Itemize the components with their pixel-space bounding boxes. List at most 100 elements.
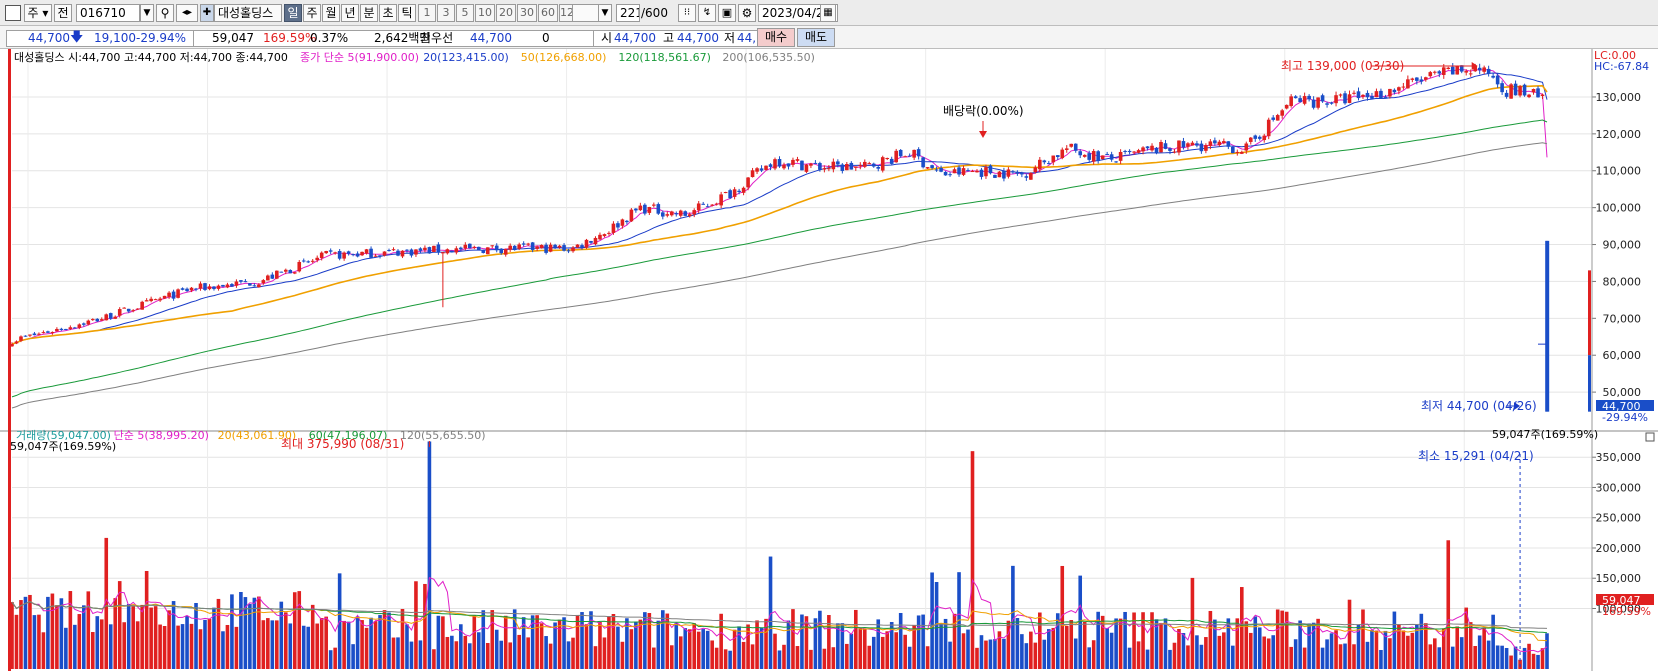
candle	[1518, 86, 1522, 96]
candle	[50, 331, 55, 333]
volume-bar	[212, 607, 216, 669]
chart-tools-icon[interactable]: ⁝⁝	[678, 4, 696, 22]
period-button-3[interactable]: 년	[341, 4, 359, 22]
volume-bar	[1392, 611, 1397, 669]
mode-button[interactable]: 전	[54, 4, 72, 22]
volume-bar	[786, 620, 791, 669]
volume-bar	[854, 609, 858, 669]
volume-bar	[1352, 644, 1356, 669]
search-icon[interactable]: ⚲	[156, 4, 174, 22]
interval-button-1[interactable]: 1	[418, 4, 436, 22]
candle	[1042, 160, 1047, 163]
period-button-0[interactable]: 일	[284, 4, 302, 22]
volume-bar	[122, 622, 127, 669]
window-menu-icon[interactable]	[5, 5, 21, 21]
candle	[414, 249, 418, 255]
candle	[773, 159, 777, 169]
candle	[652, 204, 656, 206]
candle	[696, 203, 701, 211]
candle	[126, 308, 131, 312]
stock-name-field[interactable]: 대성홀딩스	[214, 4, 282, 22]
volume-bar	[171, 601, 176, 669]
period-button-6[interactable]: 틱	[398, 4, 416, 22]
candle	[1495, 75, 1500, 85]
interval-button-30[interactable]: 30	[517, 4, 537, 22]
candle	[1172, 151, 1177, 153]
settings-gear-icon[interactable]: ⚙	[738, 4, 756, 22]
interval-button-10[interactable]: 10	[475, 4, 495, 22]
price-tick-label: 70,000	[1603, 312, 1642, 325]
candle	[10, 343, 14, 347]
candle	[782, 164, 786, 169]
volume-bar	[239, 591, 243, 669]
candle	[952, 169, 957, 174]
volume-bar	[1509, 655, 1513, 669]
interval-button-60[interactable]: 60	[538, 4, 558, 22]
volume-bar	[562, 617, 566, 669]
stock-code-input[interactable]: 016710	[76, 4, 140, 22]
panel-close-icon[interactable]	[1645, 432, 1655, 442]
candle	[979, 169, 984, 177]
volume-bar	[248, 603, 252, 669]
volume-bar	[1208, 610, 1213, 669]
interval-button-5[interactable]: 5	[456, 4, 474, 22]
calendar-icon[interactable]: ▦	[820, 4, 836, 22]
ex-dividend-arrow-head	[979, 131, 987, 138]
volume-bar	[1428, 644, 1433, 669]
volume-bar	[297, 591, 302, 669]
period-button-1[interactable]: 주	[303, 4, 321, 22]
volume-bar	[108, 624, 113, 669]
market-type-select[interactable]: 주 ▾	[24, 4, 52, 22]
volume-bar	[1217, 635, 1222, 669]
interval-dropdown-icon[interactable]: ▼	[598, 4, 612, 22]
candle	[1262, 135, 1267, 141]
candle	[306, 261, 311, 263]
period-button-4[interactable]: 분	[360, 4, 378, 22]
volume-bar	[782, 644, 786, 669]
volume-bar	[1051, 627, 1056, 669]
volume-bar	[714, 647, 719, 669]
volume-bar	[1235, 618, 1240, 669]
volume-bar	[261, 620, 266, 669]
candle	[216, 285, 221, 289]
period-button-5[interactable]: 초	[379, 4, 397, 22]
volume-bar	[1006, 620, 1011, 669]
volume-bar	[306, 626, 311, 669]
period-button-2[interactable]: 월	[322, 4, 340, 22]
candle	[795, 159, 800, 161]
save-icon[interactable]: ▣	[718, 4, 736, 22]
candle	[158, 298, 162, 301]
candle	[1531, 88, 1536, 93]
indicator-icon[interactable]: ↯	[698, 4, 716, 22]
volume-bar	[1046, 629, 1051, 669]
candle	[1199, 143, 1204, 152]
volume-bar	[728, 650, 732, 669]
volume-bar	[1307, 623, 1311, 669]
interval-button-20[interactable]: 20	[496, 4, 516, 22]
candle	[485, 247, 490, 255]
volume-bar	[266, 618, 270, 669]
sell-button[interactable]: 매도	[797, 28, 835, 47]
date-input[interactable]: 2023/04/26	[758, 4, 838, 22]
open-label: 시	[601, 31, 613, 45]
candle	[840, 164, 845, 171]
volume-bar	[373, 621, 378, 669]
volume-bar	[131, 606, 135, 669]
candle	[135, 308, 140, 310]
volume-legend-item-4: 120(55,655.50)	[400, 429, 486, 442]
stock-nav-icon[interactable]: ◂▸	[176, 4, 198, 22]
volume-ma-5	[11, 577, 1548, 653]
candle	[194, 288, 198, 290]
candle	[1415, 77, 1419, 81]
volume-bar	[1042, 639, 1047, 669]
candle-count-input[interactable]: 221	[616, 4, 640, 22]
volume-bar	[674, 622, 679, 669]
candle	[1038, 159, 1042, 170]
code-dropdown-icon[interactable]: ▼	[140, 4, 154, 22]
volume-bar	[485, 643, 490, 669]
interval-button-3[interactable]: 3	[437, 4, 455, 22]
volume-bar	[203, 619, 207, 669]
stock-chart[interactable]: 50,000 60,000 70,000 80,000 90,000 100,000 110…	[0, 49, 1658, 671]
buy-button[interactable]: 매수	[757, 28, 795, 47]
favorite-icon[interactable]: ✚	[200, 4, 214, 22]
